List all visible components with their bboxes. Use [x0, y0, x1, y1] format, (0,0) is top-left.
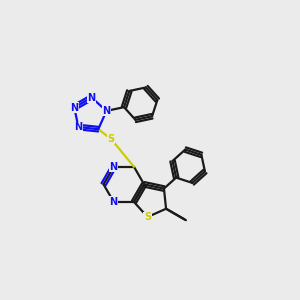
Text: N: N	[110, 197, 118, 207]
Text: N: N	[110, 162, 118, 172]
Text: S: S	[107, 134, 115, 144]
Text: N: N	[74, 122, 83, 132]
Text: S: S	[144, 212, 151, 222]
Text: N: N	[102, 106, 110, 116]
Text: N: N	[70, 103, 78, 112]
Text: N: N	[88, 92, 96, 103]
